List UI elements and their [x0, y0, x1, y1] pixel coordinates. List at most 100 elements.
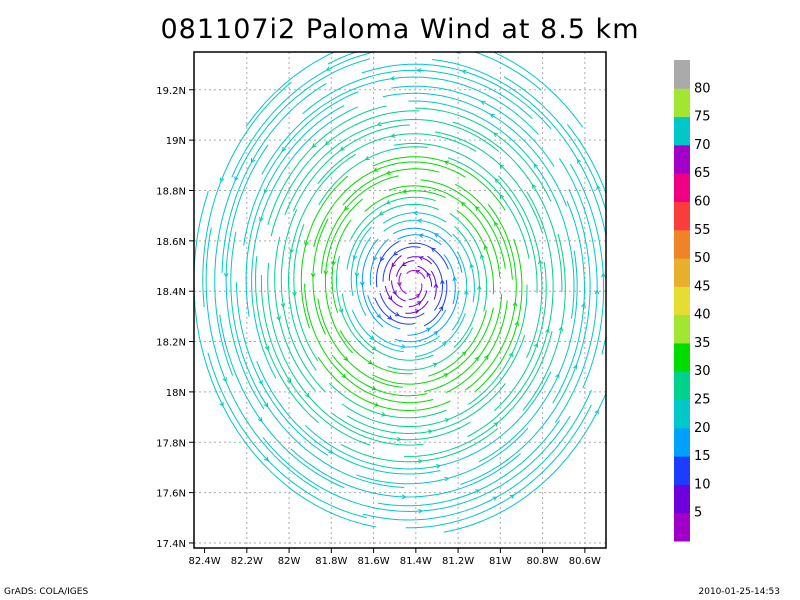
flow-arrow: [387, 315, 393, 320]
colorbar-segment: [674, 60, 690, 89]
colorbar: 5 10 15 20 25 30 35 40 45 50 55 60 65 70 75 80: [674, 60, 711, 542]
flow-arrow: [374, 402, 380, 407]
flow-arrow: [430, 247, 436, 253]
flow-arrow: [352, 255, 358, 261]
y-tick-label: 19N: [166, 136, 186, 147]
colorbar-label: 70: [694, 138, 711, 153]
grid-lines: [194, 52, 606, 548]
flow-arrow: [385, 200, 391, 205]
flow-arrow: [572, 364, 578, 370]
flow-arrow: [305, 392, 310, 398]
flow-arrow: [414, 309, 420, 314]
flow-arrow: [426, 272, 431, 278]
colorbar-label: 30: [694, 364, 711, 379]
y-tick-label: 18.4N: [156, 287, 186, 298]
flow-arrow: [401, 261, 407, 267]
flow-arrow: [311, 143, 317, 148]
flow-arrow: [376, 313, 382, 319]
y-tick-label: 19.2N: [156, 86, 186, 97]
streamline: [383, 212, 447, 224]
streamline: [327, 52, 542, 91]
flow-arrow: [263, 402, 269, 408]
streamline: [398, 272, 407, 295]
flow-arrow: [475, 489, 481, 494]
x-tick-label: 81.2W: [442, 556, 474, 567]
streamline: [245, 52, 584, 128]
flow-arrow: [393, 251, 398, 256]
flow-arrow: [532, 184, 537, 189]
flow-arrow: [492, 496, 498, 501]
flow-arrow: [344, 205, 349, 211]
flow-arrow: [577, 158, 582, 164]
y-tick-label: 17.6N: [156, 489, 186, 500]
y-tick-label: 18N: [166, 388, 186, 399]
flow-arrow: [594, 409, 599, 415]
flow-arrow: [440, 279, 445, 285]
streamline: [567, 124, 606, 195]
flow-arrow: [263, 188, 268, 194]
x-tick-label: 81.4W: [400, 556, 432, 567]
flow-arrow: [418, 458, 423, 464]
flow-arrow: [441, 341, 447, 347]
flow-arrow: [436, 464, 442, 469]
flow-arrow: [432, 362, 438, 368]
colorbar-segment: [674, 427, 690, 457]
streamline: [405, 300, 429, 314]
flow-arrow: [418, 256, 424, 261]
streamline: [350, 226, 372, 297]
x-axis-ticks: 82.4W 82.2W 82W 81.8W 81.6W 81.4W 81.2W 81W 80.8…: [188, 548, 601, 567]
colorbar-label: 20: [694, 421, 711, 436]
flow-arrow: [304, 241, 309, 247]
colorbar-segment: [674, 258, 690, 287]
flow-arrow: [416, 301, 422, 306]
colorbar-label: 50: [694, 251, 711, 266]
flow-arrow: [415, 293, 420, 299]
streamline: [387, 327, 474, 371]
colorbar-segment: [674, 456, 690, 485]
flow-arrow: [396, 436, 402, 442]
flow-arrow: [369, 335, 375, 340]
streamline: [382, 246, 421, 282]
flow-arrow: [381, 412, 387, 417]
streamline: [331, 354, 428, 397]
y-axis-ticks: 17.4N 17.6N 17.8N 18N 18.2N 18.4N 18.6N 18.8N 19…: [156, 86, 194, 550]
streamline: [284, 118, 500, 216]
streamline: [394, 290, 459, 343]
flow-arrow: [494, 178, 500, 184]
flow-arrow: [514, 321, 520, 327]
flow-arrow: [324, 140, 330, 146]
x-tick-label: 81.6W: [358, 556, 390, 567]
flow-arrow: [493, 422, 499, 427]
flow-arrow: [416, 68, 422, 73]
y-tick-label: 18.2N: [156, 338, 186, 349]
flow-arrow: [512, 301, 518, 307]
flow-arrow: [219, 177, 225, 183]
flow-arrow: [469, 263, 474, 269]
flow-arrow: [433, 331, 439, 336]
colorbar-label: 55: [694, 223, 711, 238]
flow-arrow: [401, 189, 407, 194]
flow-arrow: [385, 170, 391, 175]
streamline: [407, 309, 447, 336]
flow-arrow: [289, 248, 294, 254]
streamline: [255, 256, 319, 424]
flow-arrow: [463, 289, 469, 295]
flow-arrow: [259, 216, 264, 222]
flow-arrow: [499, 164, 505, 169]
streamline: [374, 297, 415, 325]
streamlines: [194, 52, 606, 533]
x-tick-label: 82.4W: [188, 556, 220, 567]
plot-frame: [193, 51, 607, 549]
flow-arrow: [537, 259, 543, 265]
streamline: [452, 233, 475, 303]
streamline: [396, 260, 415, 278]
flow-arrow: [222, 377, 227, 383]
colorbar-label: 25: [694, 393, 711, 408]
y-tick-label: 17.8N: [156, 438, 186, 449]
flow-arrow: [434, 233, 439, 238]
chart-title: 081107i2 Paloma Wind at 8.5 km: [160, 14, 640, 45]
colorbar-segment: [674, 371, 690, 401]
colorbar-label: 60: [694, 194, 711, 209]
streamline: [331, 219, 352, 313]
flow-arrow: [371, 385, 377, 391]
